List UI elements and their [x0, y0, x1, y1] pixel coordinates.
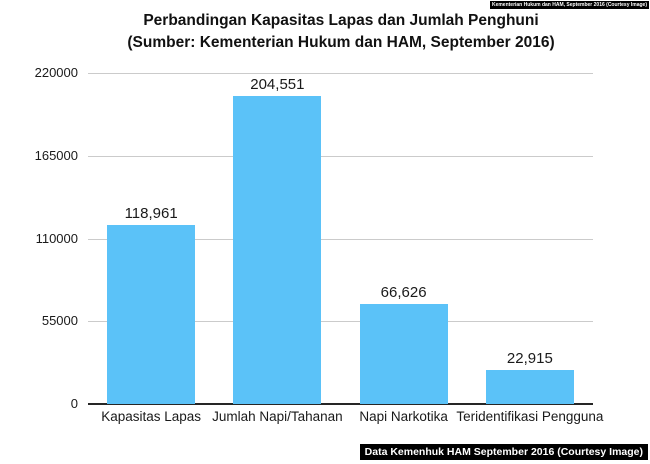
gridline-220000	[88, 73, 593, 74]
x-tick-label-napi-narkotika: Napi Narkotika	[359, 409, 448, 424]
bar-jumlah-napi-tahanan	[233, 96, 322, 404]
gridline-165000	[88, 156, 593, 157]
y-tick-label-220000: 220000	[34, 65, 78, 80]
bottom-credit-badge: Data Kemenhuk HAM September 2016 (Courte…	[359, 444, 648, 460]
bar-value-kapasitas-lapas: 118,961	[124, 205, 178, 222]
chart-title-line1: Perbandingan Kapasitas Lapas dan Jumlah …	[143, 12, 539, 29]
y-tick-label-55000: 55000	[41, 313, 78, 328]
x-tick-label-kapasitas-lapas: Kapasitas Lapas	[101, 409, 202, 424]
bar-value-teridentifikasi-pengguna: 22,915	[506, 350, 553, 367]
bar-napi-narkotika	[359, 304, 448, 404]
y-tick-label-165000: 165000	[34, 148, 78, 163]
gridline-55000	[88, 321, 593, 322]
chart-title-line2: (Sumber: Kementerian Hukum dan HAM, Sept…	[127, 34, 555, 51]
bar-kapasitas-lapas	[107, 225, 196, 404]
x-tick-label-jumlah-napi-tahanan: Jumlah Napi/Tahanan	[212, 409, 343, 424]
top-credit-badge: Kementerian Hukum dan HAM, September 201…	[489, 1, 649, 9]
bar-teridentifikasi-pengguna	[485, 370, 574, 404]
x-axis-line	[88, 403, 593, 405]
x-tick-label-teridentifikasi-pengguna: Teridentifikasi Pengguna	[456, 409, 604, 424]
y-tick-label-110000: 110000	[35, 231, 78, 246]
bar-value-jumlah-napi-tahanan: 204,551	[250, 76, 305, 93]
gridline-110000	[88, 239, 593, 240]
chart-title: Perbandingan Kapasitas Lapas dan Jumlah …	[35, 10, 647, 54]
bar-value-napi-narkotika: 66,626	[380, 284, 427, 301]
y-tick-label-0: 0	[70, 396, 78, 411]
